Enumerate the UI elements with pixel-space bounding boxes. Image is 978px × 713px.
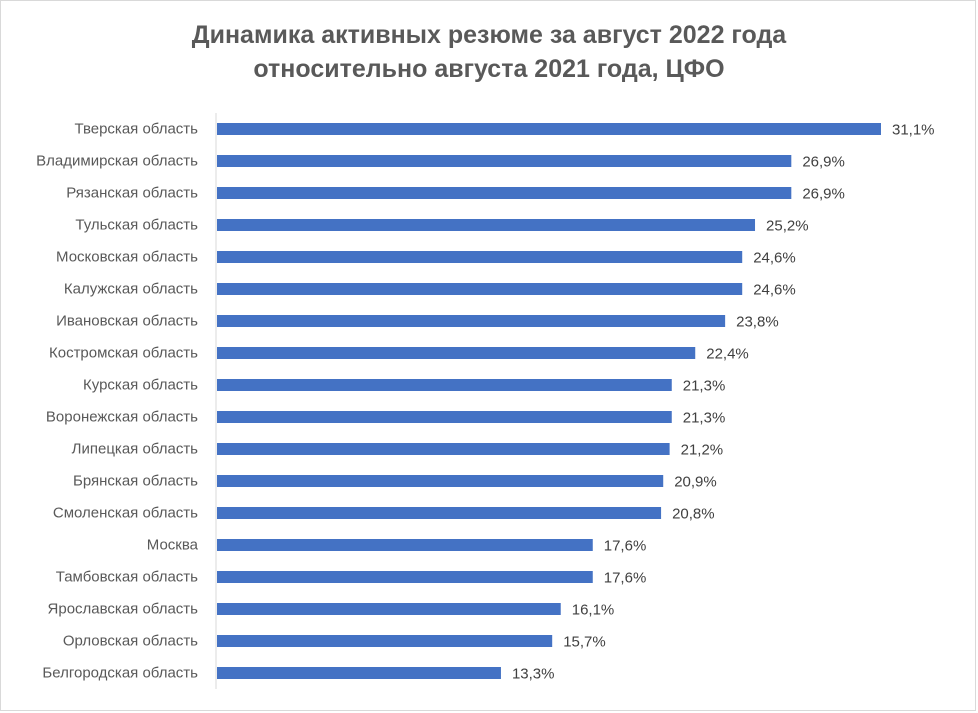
chart-title-line-2: относительно августа 2021 года, ЦФО xyxy=(253,55,725,83)
category-label: Смоленская область xyxy=(53,505,198,522)
chart-title: Динамика активных резюме за август 2022 … xyxy=(0,18,978,86)
bar xyxy=(217,443,670,455)
value-label: 21,3% xyxy=(683,378,726,395)
category-label: Орловская область xyxy=(63,633,198,650)
bar xyxy=(217,155,792,167)
bar xyxy=(217,571,593,583)
value-label: 24,6% xyxy=(753,250,796,267)
category-label: Тверская область xyxy=(74,121,198,138)
value-label: 22,4% xyxy=(706,346,749,363)
value-label: 13,3% xyxy=(512,666,555,683)
value-label: 20,9% xyxy=(674,474,717,491)
category-label: Калужская область xyxy=(64,281,198,298)
bar xyxy=(217,347,696,359)
value-label: 26,9% xyxy=(802,186,845,203)
bar xyxy=(217,187,792,199)
value-label: 17,6% xyxy=(604,538,647,555)
value-label: 31,1% xyxy=(892,122,935,139)
value-label: 25,2% xyxy=(766,218,809,235)
category-label: Белгородская область xyxy=(42,665,198,682)
value-label: 21,3% xyxy=(683,410,726,427)
bar xyxy=(217,251,743,263)
category-label: Владимирская область xyxy=(36,153,198,170)
value-label: 26,9% xyxy=(802,154,845,171)
bar xyxy=(217,123,881,135)
category-label: Тульская область xyxy=(75,217,198,234)
bar xyxy=(217,603,561,615)
category-label: Курская область xyxy=(83,377,198,394)
bars-layer xyxy=(217,123,881,679)
category-label: Ивановская область xyxy=(56,313,198,330)
category-label: Брянская область xyxy=(73,473,198,490)
bar xyxy=(217,539,593,551)
value-label: 17,6% xyxy=(604,570,647,587)
bar xyxy=(217,507,662,519)
category-label: Костромская область xyxy=(49,345,198,362)
value-label: 20,8% xyxy=(672,506,715,523)
value-label: 24,6% xyxy=(753,282,796,299)
category-label: Рязанская область xyxy=(66,185,198,202)
bar xyxy=(217,219,756,231)
category-label: Московская область xyxy=(56,249,198,266)
category-label: Воронежская область xyxy=(46,409,198,426)
bar xyxy=(217,411,672,423)
bar xyxy=(217,475,664,487)
category-label: Москва xyxy=(147,537,199,554)
bar xyxy=(217,635,553,647)
bar xyxy=(217,379,672,391)
value-label: 21,2% xyxy=(681,442,724,459)
value-label: 23,8% xyxy=(736,314,779,331)
chart-title-line-1: Динамика активных резюме за август 2022 … xyxy=(191,21,787,49)
bar xyxy=(217,283,743,295)
value-label: 16,1% xyxy=(572,602,615,619)
bar xyxy=(217,667,501,679)
labels-layer: Тверская область 31,1% Владимирская област… xyxy=(36,121,934,683)
bar xyxy=(217,315,726,327)
category-label: Тамбовская область xyxy=(56,569,198,586)
category-label: Ярославская область xyxy=(48,601,199,618)
value-label: 15,7% xyxy=(563,634,606,651)
category-label: Липецкая область xyxy=(72,441,199,458)
